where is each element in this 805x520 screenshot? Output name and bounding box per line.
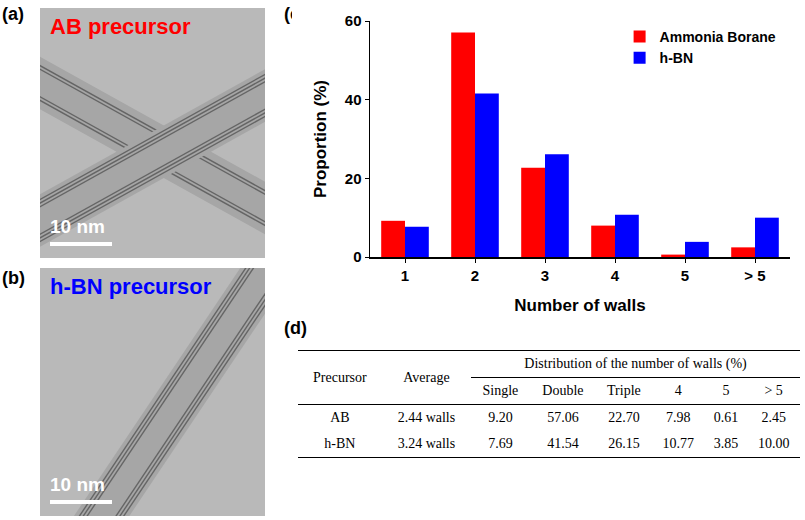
html-text:(d): (d) bbox=[284, 318, 307, 338]
html-text:h-BN precursor: h-BN precursor bbox=[50, 274, 212, 299]
svg-text:1: 1 bbox=[401, 267, 409, 284]
html-text:Average: Average bbox=[403, 369, 450, 385]
svg-text:> 5: > 5 bbox=[744, 267, 765, 284]
svg-text:Number of walls: Number of walls bbox=[514, 296, 645, 315]
html-text:3.24 walls: 3.24 walls bbox=[397, 436, 456, 451]
html-text:Double: Double bbox=[542, 383, 584, 398]
html-text:h-BN: h-BN bbox=[324, 436, 356, 451]
svg-text:Proportion (%): Proportion (%) bbox=[311, 80, 330, 198]
html-text:2.45: 2.45 bbox=[761, 410, 786, 425]
html-text:7.98: 7.98 bbox=[665, 410, 691, 425]
html-text:(b): (b) bbox=[2, 268, 25, 288]
svg-text:40: 40 bbox=[345, 91, 362, 108]
html-text:> 5: > 5 bbox=[764, 383, 783, 398]
html-text:0.61: 0.61 bbox=[713, 410, 739, 425]
html-text:10.00: 10.00 bbox=[757, 436, 790, 451]
html-text:Distribution of the number of: Distribution of the number of walls (%) bbox=[524, 356, 747, 371]
svg-text:60: 60 bbox=[345, 12, 362, 29]
html-text:22.70: 22.70 bbox=[608, 410, 640, 425]
svg-text:h-BN: h-BN bbox=[660, 50, 693, 66]
svg-text:5: 5 bbox=[681, 267, 689, 284]
html-text:41.54: 41.54 bbox=[547, 436, 579, 451]
svg-text:4: 4 bbox=[611, 267, 620, 284]
html-text:10.77: 10.77 bbox=[662, 436, 694, 451]
html-text:2.44 walls: 2.44 walls bbox=[397, 410, 456, 425]
html-text:AB: AB bbox=[330, 410, 350, 425]
html-text:AB precursor: AB precursor bbox=[50, 14, 191, 39]
html-text:Triple: Triple bbox=[607, 383, 641, 398]
svg-text:3: 3 bbox=[541, 267, 549, 284]
svg-text:20: 20 bbox=[345, 170, 362, 187]
html-text:10 nm: 10 nm bbox=[50, 216, 105, 237]
svg-text:2: 2 bbox=[471, 267, 479, 284]
html-text:5: 5 bbox=[722, 383, 730, 398]
html-text:(a): (a) bbox=[2, 4, 24, 24]
html-text:4: 4 bbox=[674, 383, 682, 398]
html-text:57.06: 57.06 bbox=[547, 410, 579, 425]
html-text:9.20: 9.20 bbox=[488, 410, 513, 425]
svg-text:Ammonia Borane: Ammonia Borane bbox=[660, 29, 776, 45]
html-text:Single: Single bbox=[482, 383, 519, 398]
html-text:3.85: 3.85 bbox=[713, 436, 739, 451]
html-text:Precursor: Precursor bbox=[313, 369, 367, 385]
svg-text:0: 0 bbox=[353, 248, 361, 265]
html-text:26.15: 26.15 bbox=[608, 436, 640, 451]
html-text:10 nm: 10 nm bbox=[50, 474, 105, 495]
html-text:(c): (c) bbox=[284, 4, 306, 24]
html-text:7.69: 7.69 bbox=[488, 436, 513, 451]
